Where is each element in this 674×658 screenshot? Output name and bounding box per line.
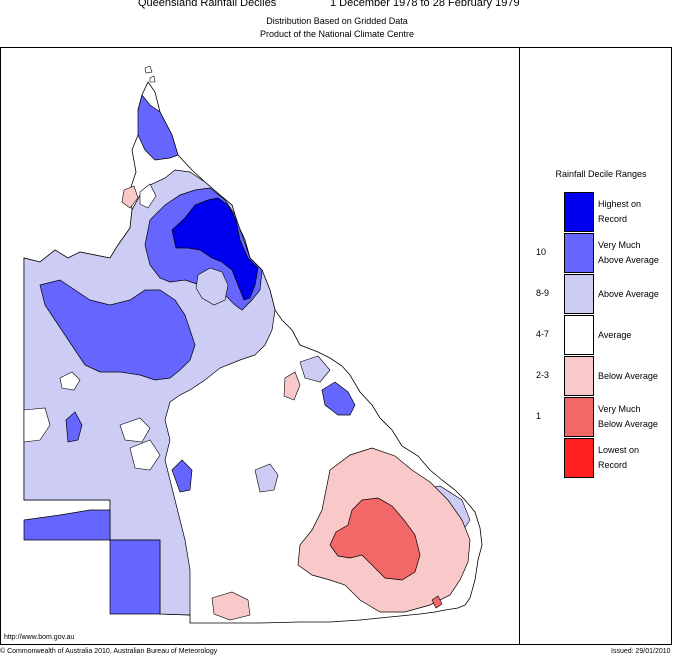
region-average-north-hole bbox=[139, 183, 157, 209]
legend-decile-label: 2-3 bbox=[536, 370, 550, 380]
legend-range-label: Very Much Above Average bbox=[598, 238, 672, 268]
region-average-hole-2 bbox=[59, 371, 81, 391]
region-very-much-above-spot2 bbox=[171, 459, 193, 493]
legend-range-line-1: Below Average bbox=[598, 371, 658, 381]
legend-range-label: Very Much Below Average bbox=[598, 402, 672, 432]
legend-decile-label: 1 bbox=[536, 411, 542, 421]
region-very-much-above-central bbox=[39, 279, 196, 381]
region-below-average-spot-2 bbox=[211, 591, 251, 621]
legend-range-line-1: Lowest on bbox=[598, 445, 640, 455]
map-period: 1 December 1978 to 28 February 1979 bbox=[330, 0, 520, 9]
legend-swatch bbox=[564, 192, 594, 232]
map-title: Queensland Rainfall Deciles bbox=[138, 0, 277, 9]
legend-decile-label: 4-7 bbox=[536, 329, 550, 339]
region-very-much-above-north bbox=[137, 94, 179, 161]
map-subtitle-2: Product of the National Climate Centre bbox=[259, 29, 415, 39]
legend-range-line-1: Very Much bbox=[598, 240, 641, 250]
map-frame bbox=[0, 47, 672, 645]
legend-range-label: Below Average bbox=[598, 369, 672, 384]
queensland-decile-map bbox=[23, 65, 483, 624]
legend-range-line-1: Highest on bbox=[598, 199, 642, 209]
region-highest-on-record bbox=[171, 197, 259, 301]
region-average-hole-1 bbox=[195, 267, 229, 306]
region-very-much-above-coast bbox=[321, 381, 356, 416]
legend-swatch bbox=[564, 356, 594, 396]
legend-decile-label: 10 bbox=[536, 247, 547, 257]
legend-decile-label: 8-9 bbox=[536, 288, 550, 298]
legend-range-line-1: Average bbox=[598, 330, 632, 340]
region-average-hole-5 bbox=[129, 439, 161, 471]
region-above-average-east-2 bbox=[299, 355, 331, 383]
legend-title: Rainfall Decile Ranges bbox=[555, 169, 647, 179]
region-above-average-east-1 bbox=[254, 463, 279, 493]
legend-range-label: Lowest on Record bbox=[598, 443, 672, 473]
region-average-hole-4 bbox=[119, 417, 151, 443]
legend-range-line-1: Very Much bbox=[598, 404, 641, 414]
region-average-hole-3 bbox=[23, 407, 51, 443]
footer-copyright: © Commonwealth of Australia 2010, Austra… bbox=[0, 648, 218, 655]
legend-range-label: Above Average bbox=[598, 287, 672, 302]
region-very-much-above-spot bbox=[65, 411, 83, 443]
legend-swatch bbox=[564, 397, 594, 437]
legend-range-line-2: Above Average bbox=[598, 255, 659, 265]
island-1 bbox=[144, 65, 153, 74]
footer-issued: Issued: 29/01/2010 bbox=[611, 648, 671, 655]
legend-swatch bbox=[564, 438, 594, 478]
legend-swatch bbox=[564, 233, 594, 273]
legend-range-line-2: Record bbox=[598, 460, 628, 470]
map-subtitle-1: Distribution Based on Gridded Data bbox=[266, 16, 408, 26]
region-very-much-above-southwest bbox=[23, 509, 161, 615]
region-below-average-spot-3 bbox=[121, 185, 139, 209]
region-very-much-below bbox=[329, 497, 421, 581]
legend-range-line-2: Record bbox=[598, 214, 628, 224]
region-below-average-spot-1 bbox=[283, 371, 301, 401]
legend-range-label: Highest on Record bbox=[598, 197, 672, 227]
region-very-much-below-spot bbox=[431, 595, 443, 609]
legend-divider bbox=[519, 47, 520, 645]
footer-url[interactable]: http://www.bom.gov.au bbox=[4, 634, 75, 641]
legend-swatch bbox=[564, 274, 594, 314]
legend-swatch bbox=[564, 315, 594, 355]
legend-range-line-1: Above Average bbox=[598, 289, 659, 299]
legend-range-line-2: Below Average bbox=[598, 419, 658, 429]
island-2 bbox=[149, 75, 156, 83]
legend-range-label: Average bbox=[598, 328, 672, 343]
